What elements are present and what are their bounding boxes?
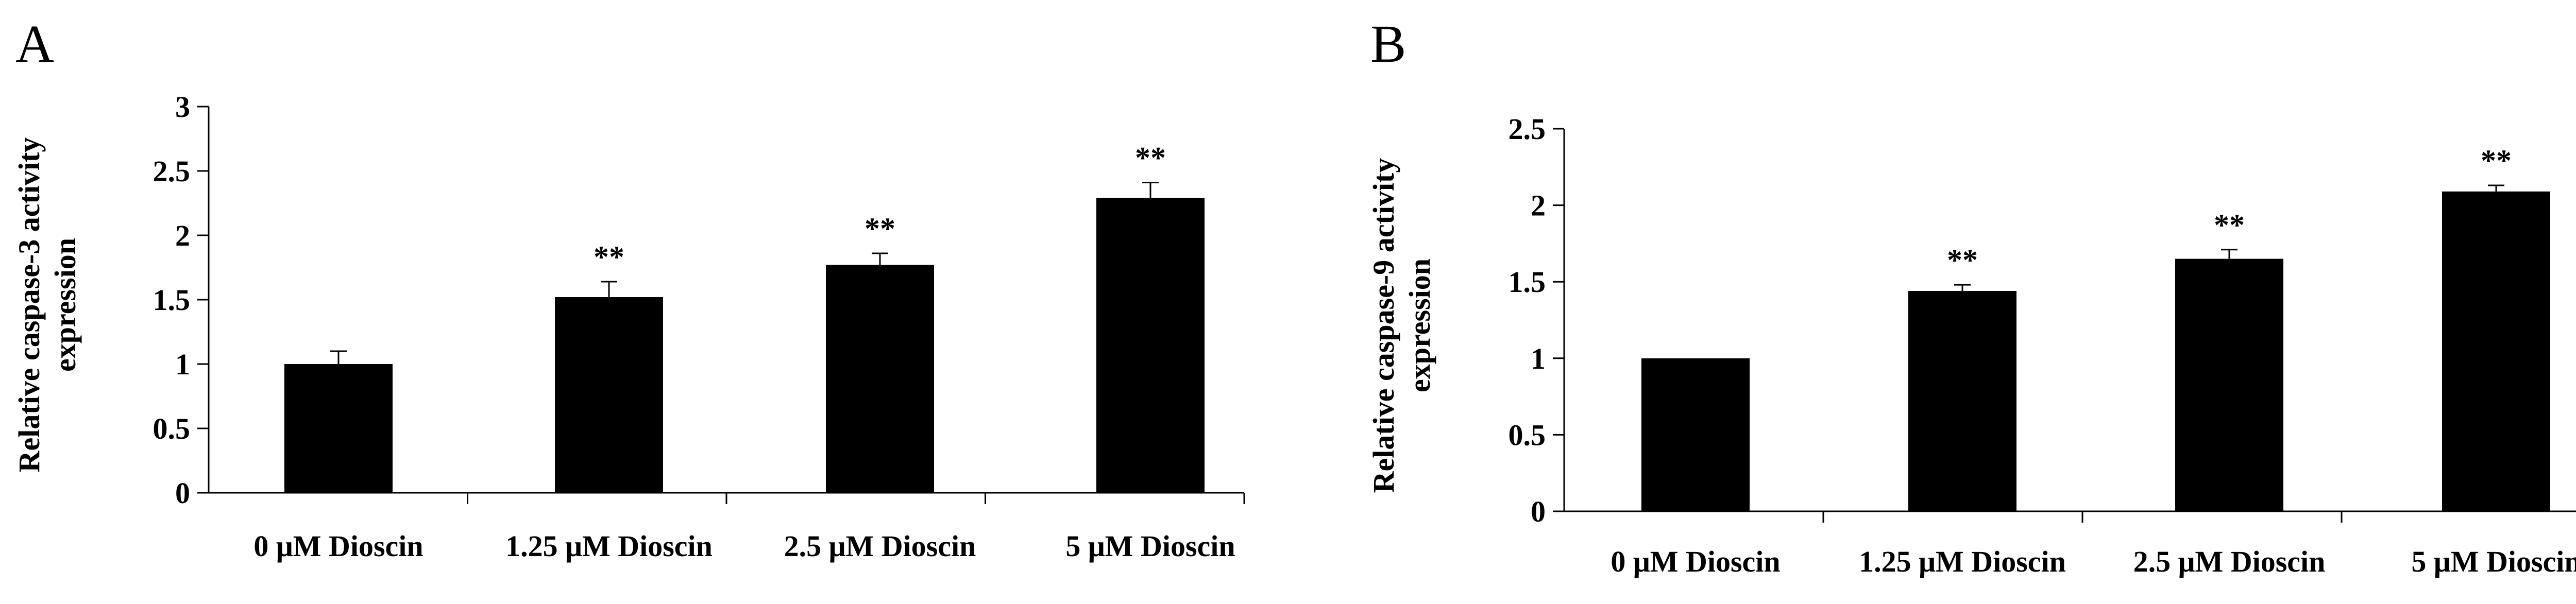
panel-a-ylabel-line1: Relative caspase-3 activity	[12, 137, 46, 473]
panel-a-bar	[826, 265, 934, 493]
panel-b-y-tick-label: 0.5	[1509, 418, 1546, 452]
panel-b-caspase-9-chart: B Relative caspase-9 activity expression…	[1367, 14, 2576, 578]
panel-a-y-tick-label: 1.5	[153, 283, 191, 317]
panel-b-plot-area: 0 0.5 1 1.5 2 2.5 0 μM Dioscin ** 1.25 μM Diosci…	[1509, 112, 2576, 578]
panel-a-x-tick-label: 1.25 μM Dioscin	[505, 529, 713, 563]
panel-b-ylabel-line2: expression	[1403, 258, 1436, 392]
panel-a-x-tick-label: 2.5 μM Dioscin	[784, 529, 976, 563]
panel-b-x-tick-label: 2.5 μM Dioscin	[2133, 545, 2326, 578]
panel-b-x-tick-label: 5 μM Dioscin	[2411, 545, 2576, 578]
panel-b-bar	[1641, 358, 1750, 511]
panel-b-bar	[2175, 258, 2283, 511]
panel-a-plot-area: 0 0.5 1 1.5 2 2.5 3 0 μM Dioscin ** 1.25 μM Diosc…	[153, 90, 1245, 563]
panel-b-y-tick-label: 2.5	[1509, 112, 1546, 146]
panel-b-y-tick-label: 0	[1531, 495, 1546, 528]
panel-a-bar	[1096, 198, 1205, 493]
panel-a-significance-label: **	[1135, 141, 1166, 175]
panel-b-significance-label: **	[2481, 144, 2512, 178]
panel-b-y-tick-label: 2	[1531, 189, 1546, 222]
panel-b-letter: B	[1370, 14, 1406, 74]
panel-a-y-tick-label: 2	[175, 219, 190, 252]
panel-b-ylabel-line1: Relative caspase-9 activity	[1367, 158, 1400, 493]
panel-b-y-tick-label: 1	[1531, 342, 1546, 375]
panel-a-significance-label: **	[594, 240, 624, 274]
panel-a-y-tick-label: 3	[175, 90, 190, 124]
panel-b-bar	[1908, 291, 2016, 511]
panel-a-x-tick-label: 5 μM Dioscin	[1065, 529, 1235, 563]
panel-b-x-tick-label: 1.25 μM Dioscin	[1859, 545, 2066, 578]
panel-a-ylabel-line2: expression	[48, 238, 82, 372]
panel-a-bar	[284, 364, 393, 493]
panel-b-bar	[2442, 191, 2550, 511]
panel-b-x-tick-label: 0 μM Dioscin	[1611, 545, 1780, 578]
panel-a-caspase-3-chart: A Relative caspase-3 activity expression…	[12, 14, 1245, 563]
panel-a-x-tick-label: 0 μM Dioscin	[253, 529, 423, 563]
panel-a-y-tick-label: 0.5	[153, 412, 191, 445]
panel-a-significance-label: **	[865, 212, 895, 246]
panel-b-significance-label: **	[2214, 208, 2245, 242]
panel-a-y-tick-label: 2.5	[153, 154, 191, 188]
panel-b-significance-label: **	[1947, 243, 1978, 277]
panel-a-bar	[555, 297, 663, 493]
panel-a-y-tick-label: 1	[175, 348, 190, 381]
panel-b-y-tick-label: 1.5	[1509, 265, 1546, 299]
panel-a-letter: A	[15, 14, 54, 74]
panel-a-y-tick-label: 0	[175, 476, 190, 510]
